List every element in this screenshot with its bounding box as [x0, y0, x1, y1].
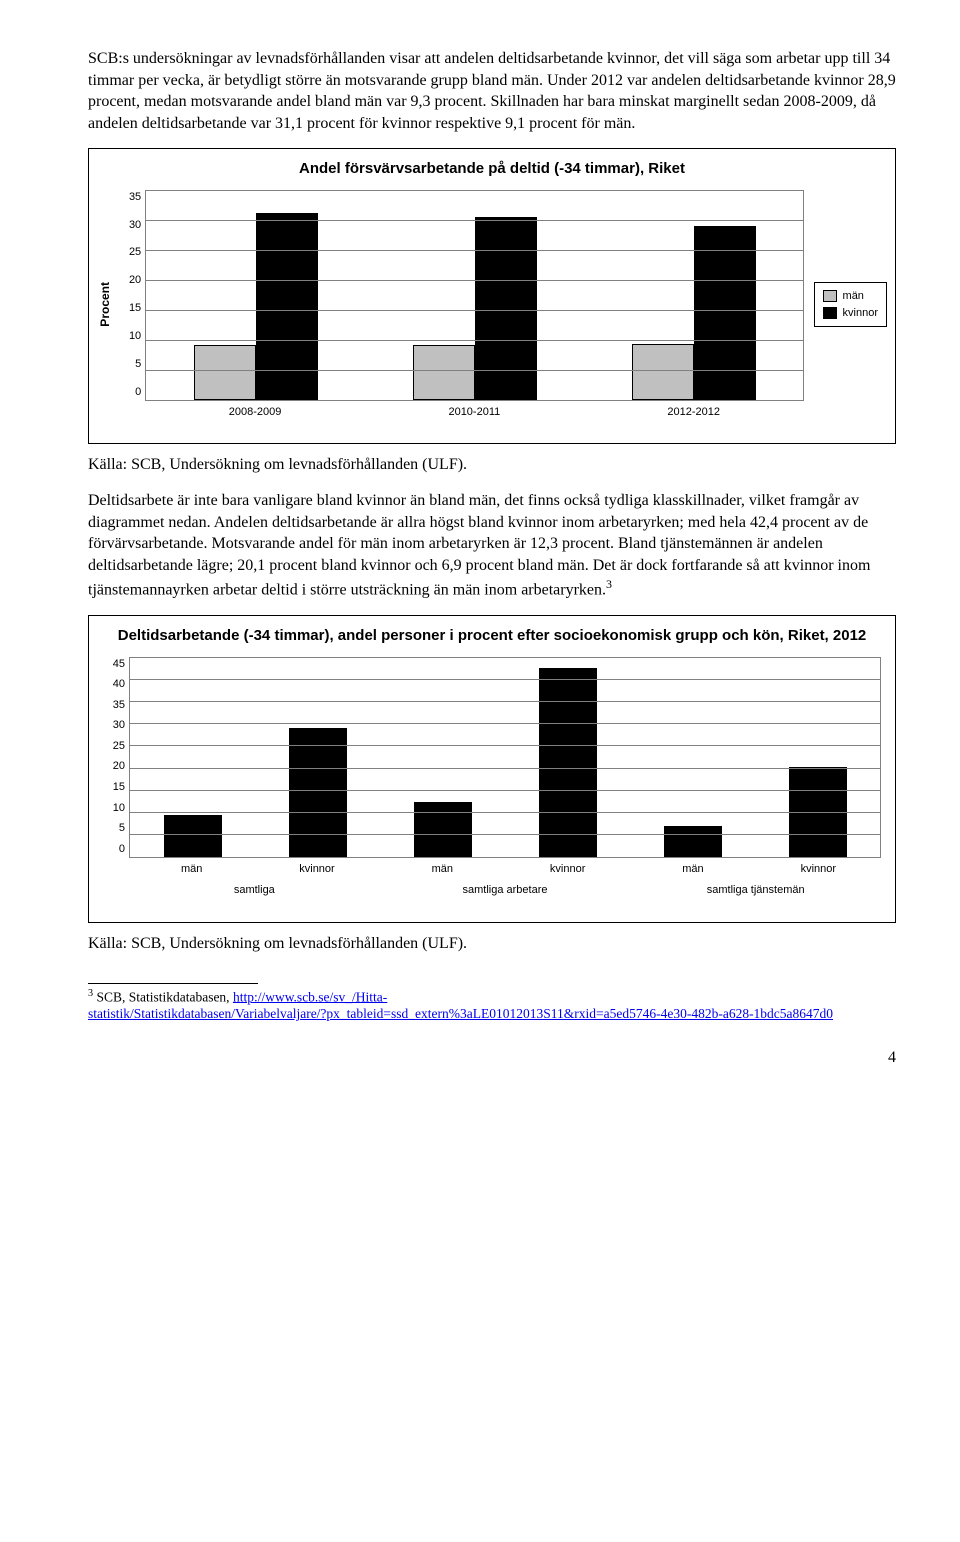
page-number: 4: [88, 1047, 896, 1069]
bar: [475, 217, 537, 400]
y-tick-label: 35: [113, 698, 125, 713]
footnote-link-1[interactable]: http://www.scb.se/sv_/Hitta-: [233, 989, 387, 1004]
bar-group: [194, 190, 318, 400]
bar: [164, 815, 222, 856]
chart1-plot-area: [145, 190, 803, 401]
bar-group: [539, 657, 597, 857]
footnote-prefix: SCB, Statistikdatabasen,: [93, 989, 233, 1004]
footnote-marker: 3: [606, 577, 612, 591]
y-tick-label: 15: [129, 301, 141, 316]
y-tick-label: 0: [119, 842, 125, 857]
bar: [194, 345, 256, 400]
chart2-y-ticks: 45 40 35 30 25 20 15 10 5 0: [103, 657, 129, 857]
y-tick-label: 45: [113, 657, 125, 672]
bar: [256, 213, 318, 400]
x-tick-label: 2008-2009: [229, 405, 282, 420]
y-tick-label: 10: [113, 801, 125, 816]
legend-label: män: [843, 289, 864, 304]
y-tick-label: 5: [135, 357, 141, 372]
middle-paragraph: Deltidsarbete är inte bara vanligare bla…: [88, 490, 896, 601]
bar-group: [413, 190, 537, 400]
chart2-bars: [130, 657, 881, 857]
y-tick-label: 25: [129, 245, 141, 260]
chart2-x-ticks-group: samtligasamtliga arbetaresamtliga tjänst…: [129, 882, 881, 898]
footnote-separator: [88, 983, 258, 984]
y-tick-label: 0: [135, 385, 141, 400]
x-tick-label: män: [380, 862, 505, 877]
chart2-x-ticks-sub: mänkvinnormänkvinnormänkvinnor: [129, 862, 881, 877]
chart1-bars: [146, 190, 803, 400]
y-tick-label: 40: [113, 677, 125, 692]
y-tick-label: 10: [129, 329, 141, 344]
intro-paragraph: SCB:s undersökningar av levnadsförhållan…: [88, 48, 896, 134]
bar-group: [414, 657, 472, 857]
legend-swatch: [823, 290, 837, 302]
chart2-title: Deltidsarbetande (-34 timmar), andel per…: [97, 626, 887, 646]
bar-group: [632, 190, 756, 400]
x-tick-label: kvinnor: [254, 862, 379, 877]
chart1-y-ticks: 35 30 25 20 15 10 5 0: [119, 190, 145, 400]
bar: [539, 668, 597, 856]
y-tick-label: 20: [129, 273, 141, 288]
chart-parttime-by-group: Deltidsarbetande (-34 timmar), andel per…: [88, 615, 896, 923]
bar: [413, 345, 475, 400]
y-tick-label: 15: [113, 780, 125, 795]
legend-item: kvinnor: [823, 306, 878, 321]
middle-paragraph-text: Deltidsarbete är inte bara vanligare bla…: [88, 492, 870, 599]
bar: [289, 728, 347, 856]
y-tick-label: 35: [129, 190, 141, 205]
bar: [632, 344, 694, 400]
chart1-legend: män kvinnor: [814, 282, 887, 328]
legend-item: män: [823, 289, 878, 304]
bar-group: [289, 657, 347, 857]
chart2-plot-area: [129, 657, 881, 858]
x-tick-label: män: [129, 862, 254, 877]
chart1-x-ticks: 2008-2009 2010-2011 2012-2012: [145, 405, 803, 420]
bar: [789, 767, 847, 856]
y-tick-label: 25: [113, 739, 125, 754]
bar: [664, 826, 722, 857]
bar-group: [664, 657, 722, 857]
x-group-label: samtliga tjänstemän: [630, 882, 881, 898]
x-tick-label: 2010-2011: [448, 405, 500, 420]
footnote: 3 SCB, Statistikdatabasen, http://www.sc…: [88, 988, 896, 1023]
footnote-link-2[interactable]: statistik/Statistikdatabasen/Variabelval…: [88, 1006, 833, 1021]
x-tick-label: kvinnor: [756, 862, 881, 877]
y-tick-label: 30: [113, 718, 125, 733]
y-tick-label: 5: [119, 821, 125, 836]
chart-parttime-share: Andel försvärvsarbetande på deltid (-34 …: [88, 148, 896, 444]
x-tick-label: män: [630, 862, 755, 877]
bar-group: [789, 657, 847, 857]
chart1-source: Källa: SCB, Undersökning om levnadsförhå…: [88, 454, 896, 476]
bar-group: [164, 657, 222, 857]
chart2-source: Källa: SCB, Undersökning om levnadsförhå…: [88, 933, 896, 955]
x-group-label: samtliga: [129, 882, 380, 898]
legend-label: kvinnor: [843, 306, 878, 321]
chart1-title: Andel försvärvsarbetande på deltid (-34 …: [97, 159, 887, 179]
bar: [694, 226, 756, 399]
y-tick-label: 30: [129, 218, 141, 233]
x-group-label: samtliga arbetare: [380, 882, 631, 898]
x-tick-label: kvinnor: [505, 862, 630, 877]
y-tick-label: 20: [113, 759, 125, 774]
x-tick-label: 2012-2012: [667, 405, 720, 420]
chart1-ylabel: Procent: [97, 282, 113, 327]
legend-swatch: [823, 307, 837, 319]
bar: [414, 802, 472, 857]
